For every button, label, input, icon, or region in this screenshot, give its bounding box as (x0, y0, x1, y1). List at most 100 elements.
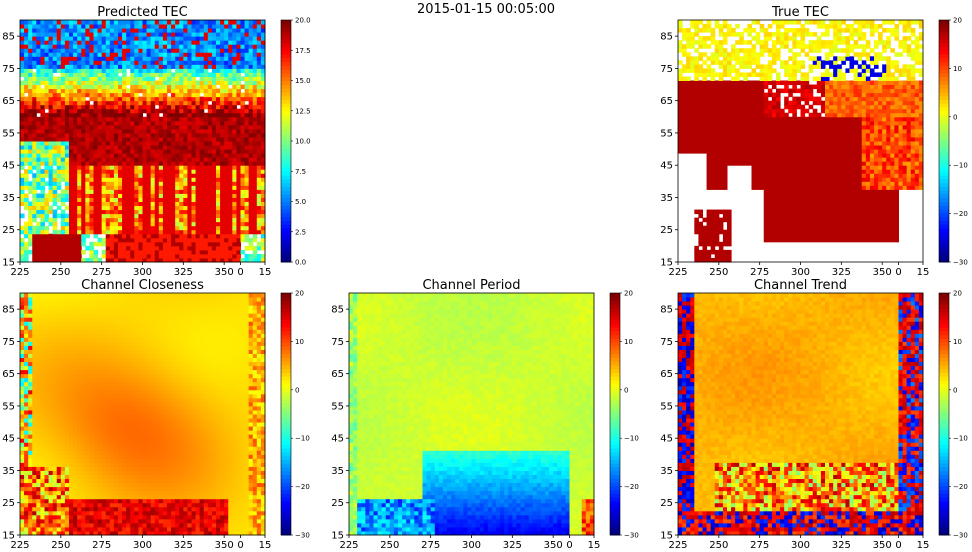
heatmap-cell (199, 60, 205, 65)
heatmap-cell (248, 52, 254, 57)
heatmap-cell (232, 92, 237, 98)
heatmap-cell (812, 185, 818, 190)
heatmap-cell (32, 32, 37, 37)
heatmap-cell (113, 112, 119, 118)
heatmap-cell (126, 60, 131, 65)
heatmap-cell (40, 72, 45, 77)
heatmap-cell (763, 193, 769, 198)
heatmap-cell (763, 165, 769, 170)
heatmap-cell (771, 189, 777, 194)
heatmap-cell (244, 149, 250, 154)
heatmap-cell (706, 253, 712, 259)
heatmap-cell (150, 161, 156, 166)
heatmap-cell (722, 64, 728, 69)
heatmap-cell (718, 124, 724, 130)
heatmap-cell (191, 141, 197, 146)
heatmap-cell (162, 185, 168, 190)
heatmap-cell (179, 145, 184, 150)
heatmap-cell (60, 209, 66, 215)
heatmap-cell (195, 96, 201, 102)
heatmap-cell (252, 128, 258, 134)
heatmap-cell (130, 205, 135, 211)
heatmap-cell (81, 48, 86, 53)
heatmap-cell (122, 68, 127, 73)
heatmap-cell (224, 257, 229, 263)
heatmap-cell (64, 124, 70, 130)
heatmap-cell (142, 233, 148, 239)
heatmap-cell (191, 100, 197, 106)
heatmap-cell (727, 68, 732, 73)
heatmap-cell (60, 104, 66, 110)
heatmap-cell (224, 253, 229, 259)
heatmap-cell (142, 237, 148, 243)
heatmap-cell (154, 108, 160, 114)
heatmap-cell (150, 181, 156, 186)
heatmap-cell (158, 217, 164, 223)
heatmap-cell (154, 245, 160, 251)
heatmap-cell (146, 92, 152, 98)
heatmap-cell (191, 225, 197, 231)
heatmap-cell (36, 20, 41, 25)
heatmap-cell (199, 217, 205, 223)
heatmap-cell (73, 245, 78, 251)
heatmap-cell (142, 76, 148, 81)
heatmap-cell (759, 24, 765, 29)
heatmap-cell (36, 116, 41, 122)
heatmap-cell (93, 24, 99, 29)
heatmap-cell (763, 136, 769, 142)
heatmap-cell (85, 149, 90, 154)
heatmap-cell (788, 100, 793, 106)
heatmap-cell (183, 177, 188, 182)
heatmap-cell (228, 141, 233, 146)
heatmap-cell (89, 177, 94, 182)
heatmap-cell (28, 145, 33, 150)
heatmap-cell (138, 173, 143, 178)
heatmap-cell (130, 56, 135, 61)
heatmap-cell (714, 233, 720, 239)
heatmap-cell (236, 237, 241, 243)
heatmap-cell (20, 116, 25, 122)
heatmap-cell (796, 189, 801, 194)
heatmap-cell (788, 173, 793, 178)
heatmap-cell (97, 241, 103, 247)
heatmap-cell (36, 153, 41, 158)
heatmap-cell (244, 245, 250, 251)
heatmap-cell (77, 225, 82, 231)
heatmap-cell (686, 141, 691, 146)
heatmap-cell (207, 189, 213, 194)
heatmap-cell (747, 60, 752, 65)
heatmap-cell (146, 201, 152, 207)
heatmap-cell (224, 229, 229, 235)
heatmap-cell (220, 169, 225, 174)
heatmap-cell (85, 189, 90, 194)
heatmap-cell (175, 229, 180, 235)
heatmap-cell (203, 141, 209, 146)
heatmap-cell (199, 201, 205, 207)
heatmap-cell (710, 141, 716, 146)
heatmap-cell (224, 128, 229, 134)
heatmap-cell (150, 40, 156, 45)
heatmap-cell (142, 52, 148, 57)
heatmap-cell (232, 145, 237, 150)
heatmap-cell (81, 153, 86, 158)
heatmap-cell (122, 116, 127, 122)
heatmap-cell (682, 132, 687, 138)
heatmap-cell (93, 100, 99, 106)
heatmap-cell (260, 161, 266, 166)
heatmap-cell (167, 124, 172, 130)
heatmap-cell (240, 157, 246, 162)
heatmap-cell (755, 116, 761, 122)
heatmap-cell (808, 145, 814, 150)
heatmap-cell (44, 201, 50, 207)
heatmap-cell (808, 92, 814, 98)
heatmap-cell (220, 44, 225, 49)
heatmap-cell (784, 80, 789, 86)
heatmap-cell (113, 241, 119, 247)
heatmap-cell (118, 36, 123, 41)
heatmap-cell (260, 181, 266, 186)
heatmap-cell (727, 96, 732, 102)
heatmap-cell (694, 253, 699, 259)
heatmap-cell (694, 32, 699, 37)
heatmap-cell (763, 48, 769, 53)
heatmap-cell (694, 221, 699, 227)
